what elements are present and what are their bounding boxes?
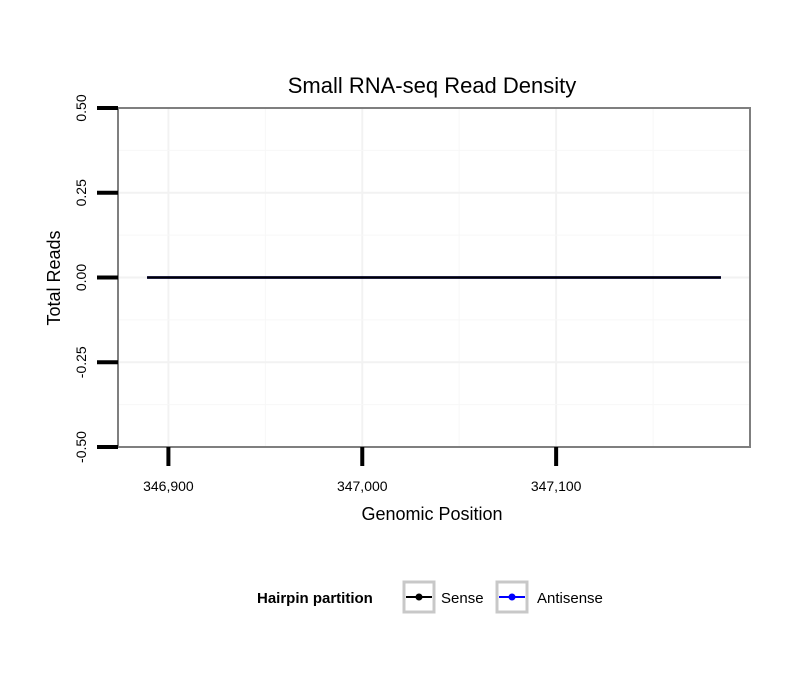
y-axis: -0.50 -0.25 0.00 0.25 0.50 xyxy=(73,94,118,463)
chart-title: Small RNA-seq Read Density xyxy=(288,73,577,98)
y-tick-label: 0.00 xyxy=(73,264,89,291)
x-tick-label: 347,000 xyxy=(337,478,388,494)
y-axis-title: Total Reads xyxy=(44,230,64,325)
legend-item-antisense: Antisense xyxy=(495,580,603,614)
legend-marker-sense xyxy=(415,593,423,601)
legend-item-sense: Sense xyxy=(402,580,484,614)
legend-title: Hairpin partition xyxy=(257,590,373,607)
y-tick-label: -0.50 xyxy=(73,431,89,463)
legend-label-sense: Sense xyxy=(441,590,484,607)
legend-marker-antisense xyxy=(508,593,516,601)
y-tick-label: 0.50 xyxy=(73,94,89,121)
legend: Hairpin partition Sense Antisense xyxy=(257,580,603,614)
legend-label-antisense: Antisense xyxy=(537,590,603,607)
x-tick-label: 347,100 xyxy=(531,478,582,494)
y-tick-label: 0.25 xyxy=(73,179,89,206)
x-axis-title: Genomic Position xyxy=(361,504,502,524)
x-axis: 346,900 347,000 347,100 xyxy=(143,447,582,494)
y-tick-label: -0.25 xyxy=(73,346,89,378)
x-tick-label: 346,900 xyxy=(143,478,194,494)
